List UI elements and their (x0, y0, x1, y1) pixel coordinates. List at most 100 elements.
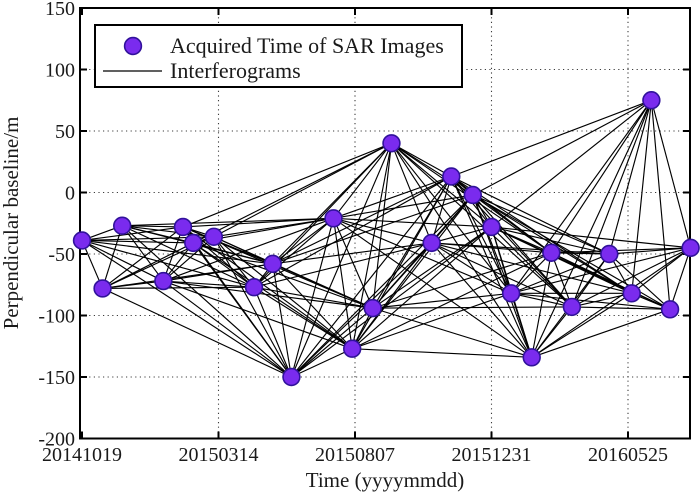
x-tick-label: 20150314 (179, 444, 259, 466)
interferogram-line (272, 263, 373, 309)
y-tick-label: 50 (55, 121, 75, 143)
legend-frame (94, 24, 463, 88)
interferogram-line (253, 242, 432, 288)
interferogram-line (122, 225, 214, 238)
interferogram-line (510, 293, 533, 358)
sar-acquisition-point (173, 217, 193, 237)
interferogram-line (272, 142, 392, 265)
y-tick-label: 150 (45, 0, 75, 20)
interferogram-line (391, 142, 573, 308)
interferogram-line (608, 100, 652, 255)
y-tick-label: -50 (48, 244, 75, 266)
interferogram-line (511, 292, 573, 308)
interferogram-line (351, 226, 492, 350)
interferogram-line (531, 247, 691, 358)
interferogram-line (253, 286, 292, 378)
interferogram-line (472, 194, 610, 255)
interferogram-line (121, 225, 292, 378)
interferogram-line (391, 142, 512, 294)
interferogram-line (213, 142, 392, 238)
interferogram-line (162, 280, 292, 378)
sar-acquisition-point (342, 339, 362, 358)
interferogram-line (431, 226, 492, 244)
interferogram-line (472, 194, 552, 254)
interferogram-line (511, 292, 671, 310)
sar-acquisition-point (642, 91, 661, 110)
interferogram-line (121, 225, 164, 282)
y-axis-label: Perpendicular baseline/m (0, 117, 23, 330)
sar-acquisition-point (681, 238, 700, 258)
interferogram-line (450, 176, 533, 358)
interferogram-line (291, 348, 353, 378)
interferogram-line (272, 263, 292, 378)
x-axis-label: Time (yyyymmdd) (306, 468, 464, 492)
sar-acquisition-point (463, 185, 483, 205)
interferogram-line (333, 175, 452, 219)
interferogram-line (272, 217, 334, 265)
interferogram-line (102, 225, 123, 289)
interferogram-line (491, 226, 691, 249)
interferogram-line (272, 263, 353, 350)
interferogram-line (102, 286, 255, 290)
interferogram-line (290, 143, 392, 378)
interferogram-line (352, 348, 532, 358)
interferogram-line (372, 292, 512, 309)
interferogram-line (631, 100, 652, 294)
interferogram-line (472, 99, 652, 196)
interferogram-line (551, 247, 691, 254)
interferogram-line (472, 194, 533, 358)
interferogram-line (510, 252, 552, 294)
interferogram-line (431, 176, 452, 244)
interferogram-line (333, 142, 392, 219)
axis-ticks (80, 7, 690, 440)
interferogram-line (472, 194, 573, 308)
interferogram-line (290, 176, 452, 378)
interferogram-line (213, 217, 334, 238)
tick-labels: 20141019 20150314 20150807 20151231 20160525… (38, 0, 668, 466)
interferogram-line (571, 253, 610, 308)
interferogram-line (162, 226, 184, 282)
y-tick-label: -200 (38, 429, 75, 451)
y-tick-label: 0 (65, 183, 75, 205)
interferogram-line (571, 247, 691, 308)
interferogram-line (390, 143, 433, 244)
interferogram-line (609, 247, 691, 255)
interferogram-line (81, 239, 292, 378)
interferogram-line (531, 308, 671, 358)
interferogram-line (531, 292, 633, 358)
interferogram-line (332, 218, 353, 349)
sar-acquisition-point (324, 209, 343, 228)
sar-acquisition-point (622, 284, 641, 303)
interferogram-line (333, 217, 533, 358)
interferogram-line (551, 252, 671, 310)
interferogram-line (213, 236, 292, 378)
interferogram-line (391, 142, 492, 228)
interferogram-line (192, 242, 353, 350)
interferogram-line (491, 99, 652, 228)
interferogram-line (372, 143, 393, 309)
interferogram-line (352, 292, 512, 350)
x-tick-label: 20151231 (452, 444, 532, 466)
interferogram-line (163, 280, 373, 309)
interferogram-line (372, 306, 572, 309)
interferogram-line (193, 242, 273, 265)
legend: Acquired Time of SAR Images Interferogra… (94, 24, 463, 88)
interferogram-line (272, 242, 432, 265)
interferogram-line (372, 307, 532, 358)
interferogram-line (121, 225, 255, 288)
interferogram-line (431, 242, 632, 294)
interferogram-line (81, 226, 184, 242)
interferogram-line (253, 286, 353, 350)
sar-acquisition-point (93, 279, 112, 298)
interferogram-line (608, 253, 671, 310)
sar-acquisition-point (600, 244, 619, 264)
interferogram-line (372, 176, 452, 309)
y-tick-label: -100 (38, 306, 75, 328)
interferogram-line (291, 307, 374, 378)
sar-acquisition-point (282, 367, 301, 387)
interferogram-line (351, 143, 393, 349)
interferogram-line (290, 218, 335, 378)
interferogram-line (333, 194, 473, 219)
